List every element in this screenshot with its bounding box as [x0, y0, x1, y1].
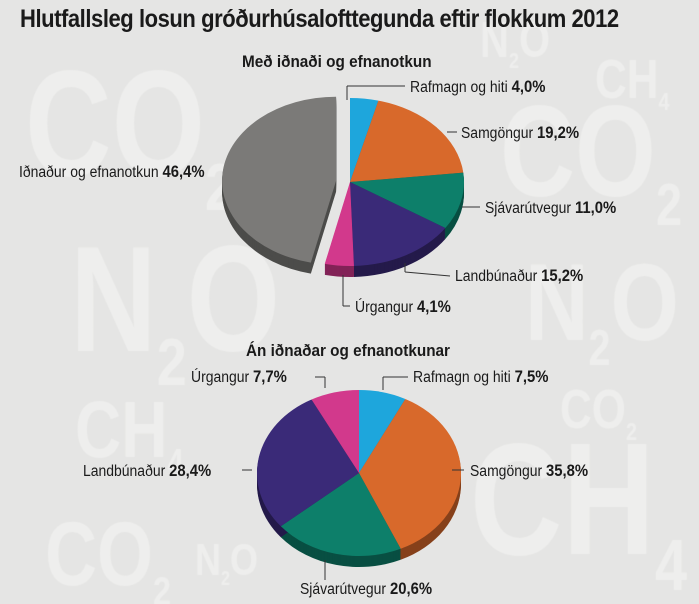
chart-title: Hlutfallsleg losun gróðurhúsalofttegunda…: [20, 5, 619, 33]
pie1-label-urgangur: Úrgangur 4,1%: [355, 298, 451, 316]
leader-line: [404, 271, 451, 277]
pie2-label-rafmagn: Rafmagn og hiti 7,5%: [413, 368, 549, 386]
pie2-label-sjavarutvegur: Sjávarútvegur 20,6%: [300, 580, 433, 598]
pie2-slice-0: [359, 390, 406, 473]
pie2-slice-3: [257, 399, 359, 527]
pie2-slice-4: [311, 390, 359, 473]
pie2-slice-2: [280, 473, 401, 556]
pie1-label-landbunadur: Landbúnaður 15,2%: [455, 267, 584, 285]
pie1-slice-2: [350, 172, 464, 229]
pie1-label-idnadur: Iðnaður og efnanotkun 46,4%: [19, 163, 205, 181]
pie1-label-rafmagn: Rafmagn og hiti 4,0%: [410, 78, 546, 96]
pie2-title: Án iðnaðar og efnanotkunar: [246, 341, 451, 360]
pie2-label-samgongur: Samgöngur 35,8%: [470, 462, 589, 480]
pie1-title: Með iðnaði og efnanotkun: [242, 52, 432, 71]
pie1-slice-1: [350, 100, 464, 182]
pie1-label-sjavarutvegur: Sjávarútvegur 11,0%: [485, 199, 617, 217]
pie2-label-landbunadur: Landbúnaður 28,4%: [83, 462, 212, 480]
pie2-slice-1: [359, 399, 462, 549]
pie1-slice-0: [350, 98, 379, 182]
pie2-label-urgangur: Úrgangur 7,7%: [191, 368, 287, 386]
pie1-slice-5: [222, 96, 337, 263]
pie1-slice-4: [324, 182, 354, 266]
pie1-slice-3: [350, 182, 446, 266]
pie1-label-samgongur: Samgöngur 19,2%: [461, 124, 580, 142]
